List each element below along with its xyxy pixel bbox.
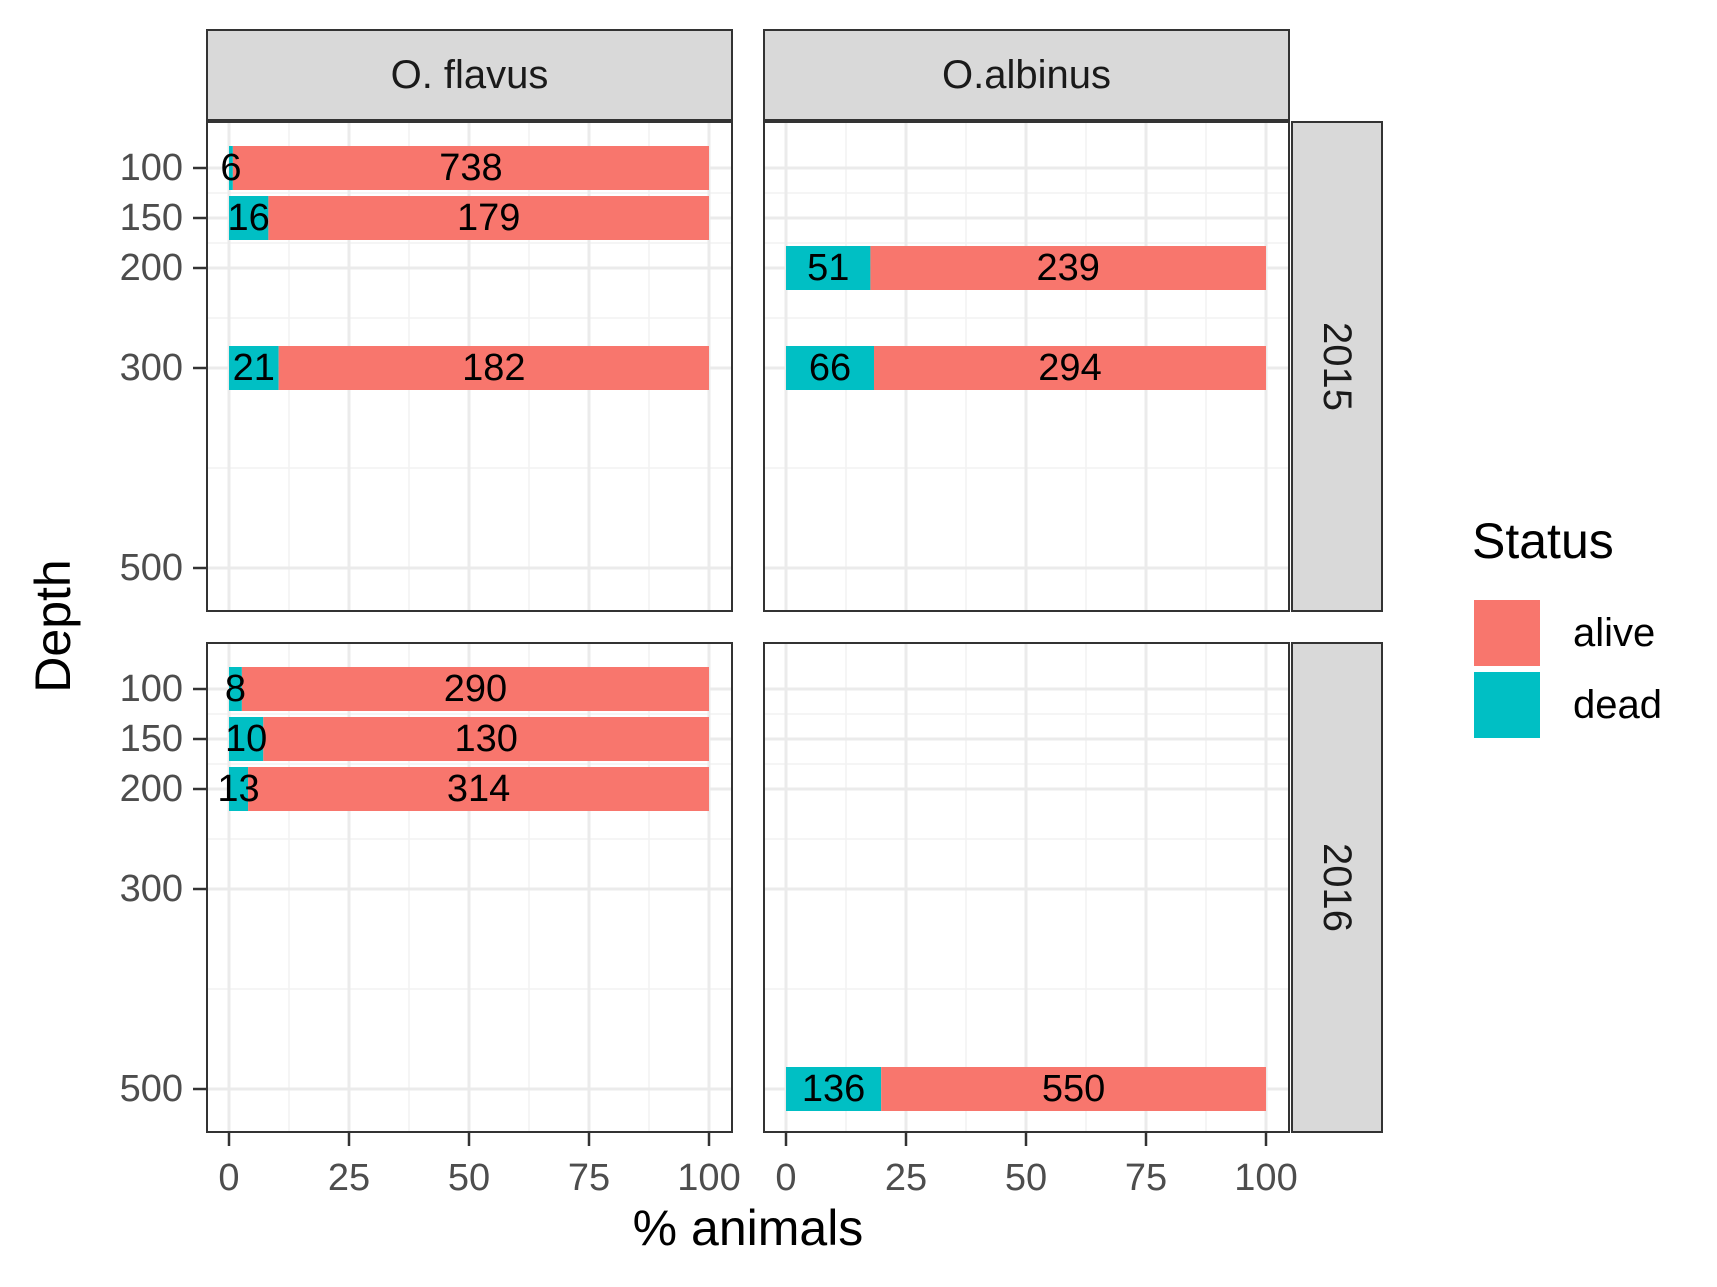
x-tick-label: 100 [1234, 1157, 1297, 1199]
strip-col-1: O. flavus [206, 29, 733, 121]
label-dead-300: 21 [233, 347, 275, 389]
bar-dead-200 [229, 767, 249, 811]
panel-oflavus-2015: 6 738 16 179 21 182 [206, 121, 733, 612]
strip-col-2: O.albinus [763, 29, 1290, 121]
label-alive-500: 550 [1042, 1068, 1105, 1110]
legend-key-alive [1474, 600, 1540, 666]
legend-label-dead: dead [1573, 683, 1662, 727]
label-dead-300: 66 [809, 347, 851, 389]
legend-title: Status [1472, 513, 1614, 569]
label-alive-200: 314 [447, 768, 510, 810]
strip-row-2: 2016 [1291, 642, 1383, 1133]
strip-col-2-label: O.albinus [942, 53, 1111, 97]
bar-dead-500 [786, 1067, 882, 1111]
bar-dead-200 [786, 246, 871, 290]
panel-border [763, 121, 1290, 612]
strip-row-1-label: 2015 [1315, 322, 1359, 411]
y-tick-label: 500 [120, 547, 183, 589]
y-tick-label: 200 [120, 768, 183, 810]
label-alive-100: 290 [444, 668, 507, 710]
label-dead-150: 16 [228, 197, 270, 239]
x-tick-label: 50 [1005, 1157, 1047, 1199]
strip-row-2-label: 2016 [1315, 843, 1359, 932]
y-tick-label: 200 [120, 247, 183, 289]
y-axis-bottom-row: 100 150 200 300 500 [120, 668, 207, 1110]
y-axis-title: Depth [25, 559, 81, 692]
x-tick-label: 0 [218, 1157, 239, 1199]
label-alive-300: 294 [1038, 347, 1101, 389]
label-dead-100: 8 [225, 668, 246, 710]
x-axis-title: % animals [633, 1200, 864, 1256]
x-tick-label: 25 [885, 1157, 927, 1199]
x-tick-label: 100 [677, 1157, 740, 1199]
y-tick-label: 500 [120, 1068, 183, 1110]
label-dead-200: 51 [807, 247, 849, 289]
panel-oalbinus-2015: 51 239 66 294 [763, 121, 1290, 612]
label-dead-150: 10 [225, 718, 267, 760]
label-alive-200: 239 [1037, 247, 1100, 289]
bar-alive-500 [881, 1067, 1266, 1111]
bar-dead-100 [229, 146, 233, 190]
bar-dead-100 [229, 667, 242, 711]
x-tick-label: 75 [1125, 1157, 1167, 1199]
bar-dead-150 [229, 717, 264, 761]
y-tick-label: 100 [120, 668, 183, 710]
x-tick-label: 75 [568, 1157, 610, 1199]
legend-label-alive: alive [1573, 611, 1655, 655]
bar-dead-300 [229, 346, 279, 390]
bar-dead-150 [229, 196, 269, 240]
x-axis-left-col: 0 25 50 75 100 [218, 1132, 741, 1199]
x-tick-label: 25 [328, 1157, 370, 1199]
x-tick-label: 0 [775, 1157, 796, 1199]
x-axis-right-col: 0 25 50 75 100 [775, 1132, 1298, 1199]
bar-alive-200 [248, 767, 709, 811]
legend: Status alive dead [1472, 513, 1662, 738]
bar-alive-100 [241, 667, 709, 711]
bar-alive-150 [263, 717, 709, 761]
label-alive-100: 738 [439, 147, 502, 189]
bar-alive-100 [232, 146, 709, 190]
x-tick-label: 50 [448, 1157, 490, 1199]
label-dead-200: 13 [217, 768, 259, 810]
label-dead-100: 6 [220, 147, 241, 189]
y-tick-label: 300 [120, 868, 183, 910]
legend-key-dead [1474, 672, 1540, 738]
y-tick-label: 150 [120, 197, 183, 239]
bar-alive-300 [278, 346, 709, 390]
strip-col-1-label: O. flavus [391, 53, 549, 97]
y-tick-label: 100 [120, 147, 183, 189]
panel-oalbinus-2016: 136 550 [763, 642, 1290, 1133]
bar-dead-300 [786, 346, 874, 390]
panel-oflavus-2016: 8 290 10 130 13 314 [206, 642, 733, 1133]
y-tick-label: 300 [120, 347, 183, 389]
label-alive-150: 130 [454, 718, 517, 760]
bar-alive-200 [870, 246, 1266, 290]
strip-row-1: 2015 [1291, 121, 1383, 612]
label-alive-300: 182 [462, 347, 525, 389]
y-axis-top-row: 100 150 200 300 500 [120, 147, 207, 589]
y-tick-label: 150 [120, 718, 183, 760]
label-alive-150: 179 [457, 197, 520, 239]
bar-alive-150 [268, 196, 709, 240]
bar-alive-300 [874, 346, 1266, 390]
label-dead-500: 136 [802, 1068, 865, 1110]
panel-border [206, 121, 733, 612]
